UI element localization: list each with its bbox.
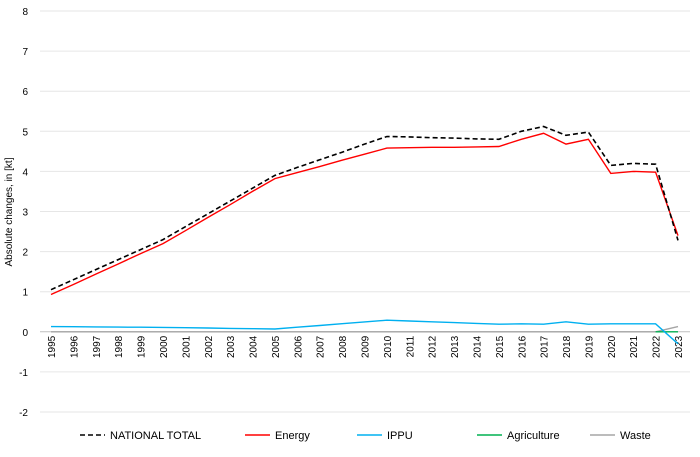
y-tick-label: 2 bbox=[22, 248, 28, 259]
x-tick-label: 2017 bbox=[540, 335, 551, 358]
x-tick-label: 2015 bbox=[495, 335, 506, 358]
y-tick-label: 1 bbox=[22, 288, 28, 299]
y-tick-label: 6 bbox=[22, 87, 28, 98]
x-tick-label: 1996 bbox=[69, 335, 80, 358]
x-tick-label: 1995 bbox=[47, 335, 58, 358]
legend-label: Energy bbox=[275, 430, 310, 442]
x-tick-label: 2008 bbox=[338, 335, 349, 358]
x-tick-label: 1998 bbox=[114, 335, 125, 358]
y-axis-label: Absolute changes, in [kt] bbox=[4, 157, 15, 266]
x-tick-label: 2001 bbox=[181, 335, 192, 358]
y-tick-label: 0 bbox=[22, 328, 28, 339]
y-tick-label: -1 bbox=[19, 368, 28, 379]
x-tick-label: 2000 bbox=[159, 335, 170, 358]
x-tick-label: 2013 bbox=[450, 335, 461, 358]
legend: NATIONAL TOTAL Energy IPPU Agriculture Waste bbox=[80, 430, 651, 442]
y-tick-label: 7 bbox=[22, 47, 28, 58]
x-tick-label: 2004 bbox=[249, 335, 260, 358]
x-axis-ticks: 1995 1996 1997 1998 1999 2000 2001 2002 2003 2004… bbox=[47, 335, 685, 358]
x-tick-label: 2018 bbox=[562, 335, 573, 358]
x-tick-label: 2019 bbox=[584, 335, 595, 358]
legend-label: IPPU bbox=[387, 430, 413, 442]
y-tick-label: 8 bbox=[22, 7, 28, 18]
x-tick-label: 2012 bbox=[428, 335, 439, 358]
x-tick-label: 2021 bbox=[629, 335, 640, 358]
x-tick-label: 2016 bbox=[517, 335, 528, 358]
x-tick-label: 2009 bbox=[361, 335, 372, 358]
legend-label: NATIONAL TOTAL bbox=[110, 430, 201, 442]
y-axis-ticks: -2 -1 0 1 2 3 4 5 6 7 8 bbox=[19, 7, 28, 419]
x-tick-label: 2005 bbox=[271, 335, 282, 358]
x-tick-label: 2002 bbox=[204, 335, 215, 358]
y-tick-label: 4 bbox=[22, 167, 28, 178]
x-tick-label: 2011 bbox=[405, 335, 416, 357]
x-tick-label: 2023 bbox=[674, 335, 685, 358]
y-tick-label: 3 bbox=[22, 208, 28, 219]
series-line-national-total bbox=[50, 125, 679, 291]
x-tick-label: 2022 bbox=[652, 335, 663, 358]
series-lines bbox=[50, 125, 679, 345]
x-tick-label: 1999 bbox=[137, 335, 148, 358]
y-tick-label: -2 bbox=[19, 408, 28, 419]
x-tick-label: 2014 bbox=[472, 335, 483, 358]
legend-label: Agriculture bbox=[507, 430, 560, 442]
x-tick-label: 2006 bbox=[293, 335, 304, 358]
legend-label: Waste bbox=[620, 430, 651, 442]
series-line-waste bbox=[51, 325, 679, 333]
x-tick-label: 2010 bbox=[383, 335, 394, 358]
x-tick-label: 2007 bbox=[316, 335, 327, 358]
x-tick-label: 2020 bbox=[607, 335, 618, 358]
series-line-energy bbox=[50, 132, 679, 296]
series-line-ippu bbox=[50, 319, 679, 345]
x-tick-label: 2003 bbox=[226, 335, 237, 358]
x-tick-label: 1997 bbox=[92, 335, 103, 358]
y-tick-label: 5 bbox=[22, 127, 28, 138]
